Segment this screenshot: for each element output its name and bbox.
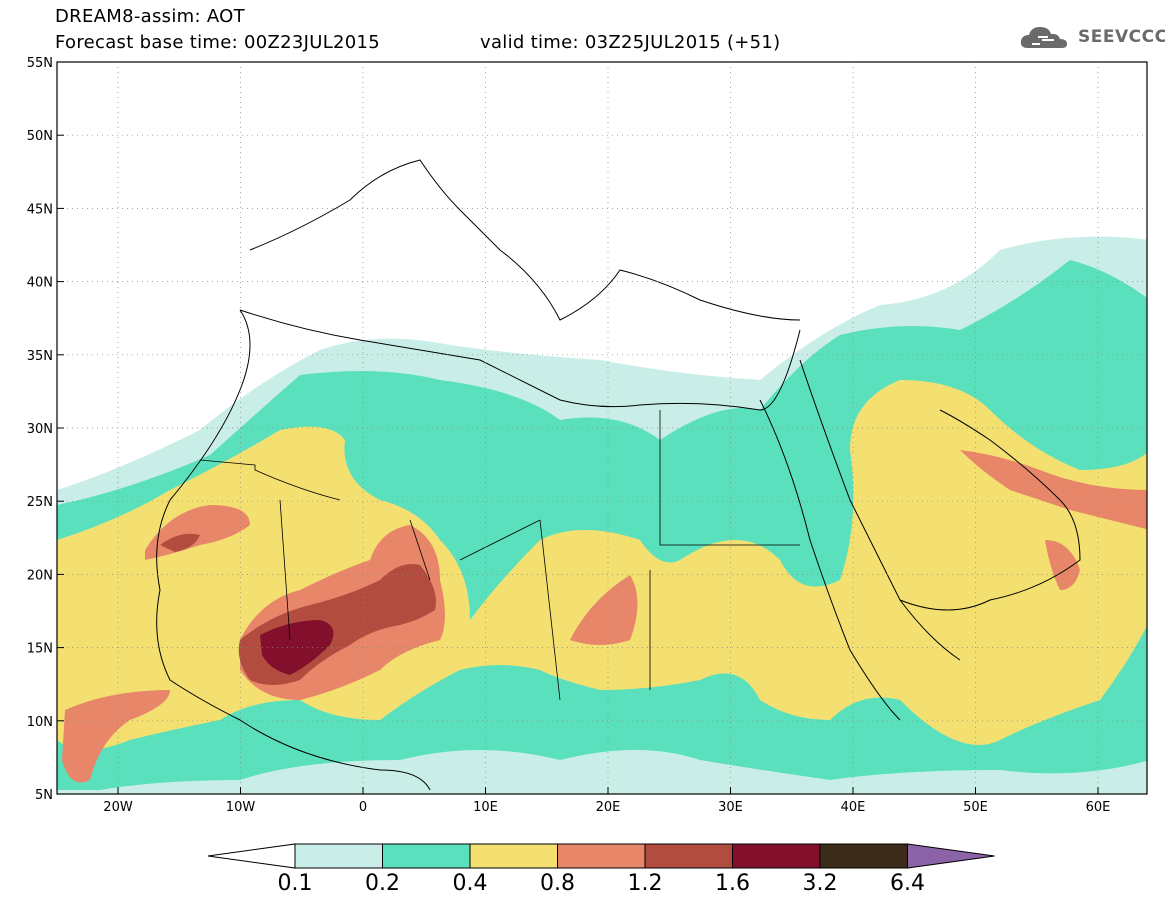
aot-contours bbox=[57, 236, 1147, 794]
colorbar-swatch bbox=[294, 843, 383, 869]
map-title: DREAM8-assim: AOT bbox=[55, 6, 245, 27]
lat-label: 25N bbox=[27, 495, 53, 510]
lon-label: 20E bbox=[596, 800, 621, 815]
lat-label: 15N bbox=[27, 642, 53, 657]
lon-label: 40E bbox=[841, 800, 866, 815]
lon-label: 60E bbox=[1086, 800, 1111, 815]
aot-band-0.8-oman bbox=[1045, 540, 1080, 590]
logo-text: SEEVCCC bbox=[1078, 27, 1165, 47]
colorbar-label: 0.1 bbox=[278, 871, 313, 896]
aot-band-0.8-libya bbox=[570, 575, 638, 645]
longitude-axis: 20W 10W 0 10E 20E 30E 40E 50E 60E bbox=[103, 787, 1110, 815]
colorbar-label: 6.4 bbox=[890, 871, 925, 896]
africa-coastline bbox=[156, 309, 431, 791]
mediterranean-south-coast bbox=[239, 309, 801, 411]
colorbar-label: 0.2 bbox=[365, 871, 400, 896]
lat-label: 50N bbox=[27, 129, 53, 144]
coastlines-and-borders bbox=[156, 159, 1081, 791]
lat-label: 40N bbox=[27, 276, 53, 291]
colorbar-swatch bbox=[469, 843, 558, 869]
latitude-axis: 55N 50N 45N 40N 35N 30N 25N 20N 15N 10N 5N bbox=[27, 56, 64, 803]
lat-label: 45N bbox=[27, 202, 53, 217]
lon-label: 10W bbox=[226, 800, 256, 815]
gridlines bbox=[57, 62, 1147, 794]
colorbar-max-arrow bbox=[907, 843, 995, 869]
lon-label: 20W bbox=[103, 800, 133, 815]
lat-label: 20N bbox=[27, 568, 53, 583]
lat-label: 30N bbox=[27, 422, 53, 437]
aot-band-1.2-mauritania bbox=[160, 533, 200, 552]
aot-band-1.6 bbox=[260, 620, 334, 675]
aot-band-0.8-guinea bbox=[62, 690, 170, 783]
lat-label: 55N bbox=[27, 56, 53, 71]
lon-label: 0 bbox=[359, 800, 367, 815]
colorbar-swatch bbox=[557, 843, 646, 869]
valid-time: valid time: 03Z25JUL2015 (+51) bbox=[480, 32, 781, 53]
red-sea-coast bbox=[759, 359, 961, 721]
arabia-coast bbox=[899, 409, 1081, 611]
lon-label: 10E bbox=[473, 800, 498, 815]
colorbar-label: 1.2 bbox=[628, 871, 663, 896]
europe-coastline bbox=[249, 159, 801, 321]
lon-label: 50E bbox=[963, 800, 988, 815]
border-lines bbox=[199, 410, 800, 701]
colorbar-label: 3.2 bbox=[803, 871, 838, 896]
colorbar-swatch bbox=[382, 843, 471, 869]
colorbar-label: 0.4 bbox=[453, 871, 488, 896]
aot-band-0.8-gulf bbox=[960, 450, 1147, 530]
colorbar-label: 1.6 bbox=[715, 871, 750, 896]
colorbar-swatch bbox=[819, 843, 908, 869]
lon-label: 30E bbox=[718, 800, 743, 815]
colorbar-label: 0.8 bbox=[540, 871, 575, 896]
colorbar-swatch bbox=[644, 843, 733, 869]
lat-label: 35N bbox=[27, 349, 53, 364]
colorbar-min-arrow bbox=[207, 843, 296, 869]
colorbar-swatches bbox=[207, 843, 995, 869]
colorbar-swatch bbox=[732, 843, 821, 869]
lat-label: 5N bbox=[35, 788, 53, 803]
lat-label: 10N bbox=[27, 715, 53, 730]
cloud-icon bbox=[1020, 27, 1067, 48]
seevccc-logo: SEEVCCC bbox=[1018, 22, 1165, 52]
forecast-base-time: Forecast base time: 00Z23JUL2015 bbox=[55, 32, 381, 53]
colorbar-labels: 0.1 0.2 0.4 0.8 1.2 1.6 3.2 6.4 bbox=[278, 871, 926, 896]
